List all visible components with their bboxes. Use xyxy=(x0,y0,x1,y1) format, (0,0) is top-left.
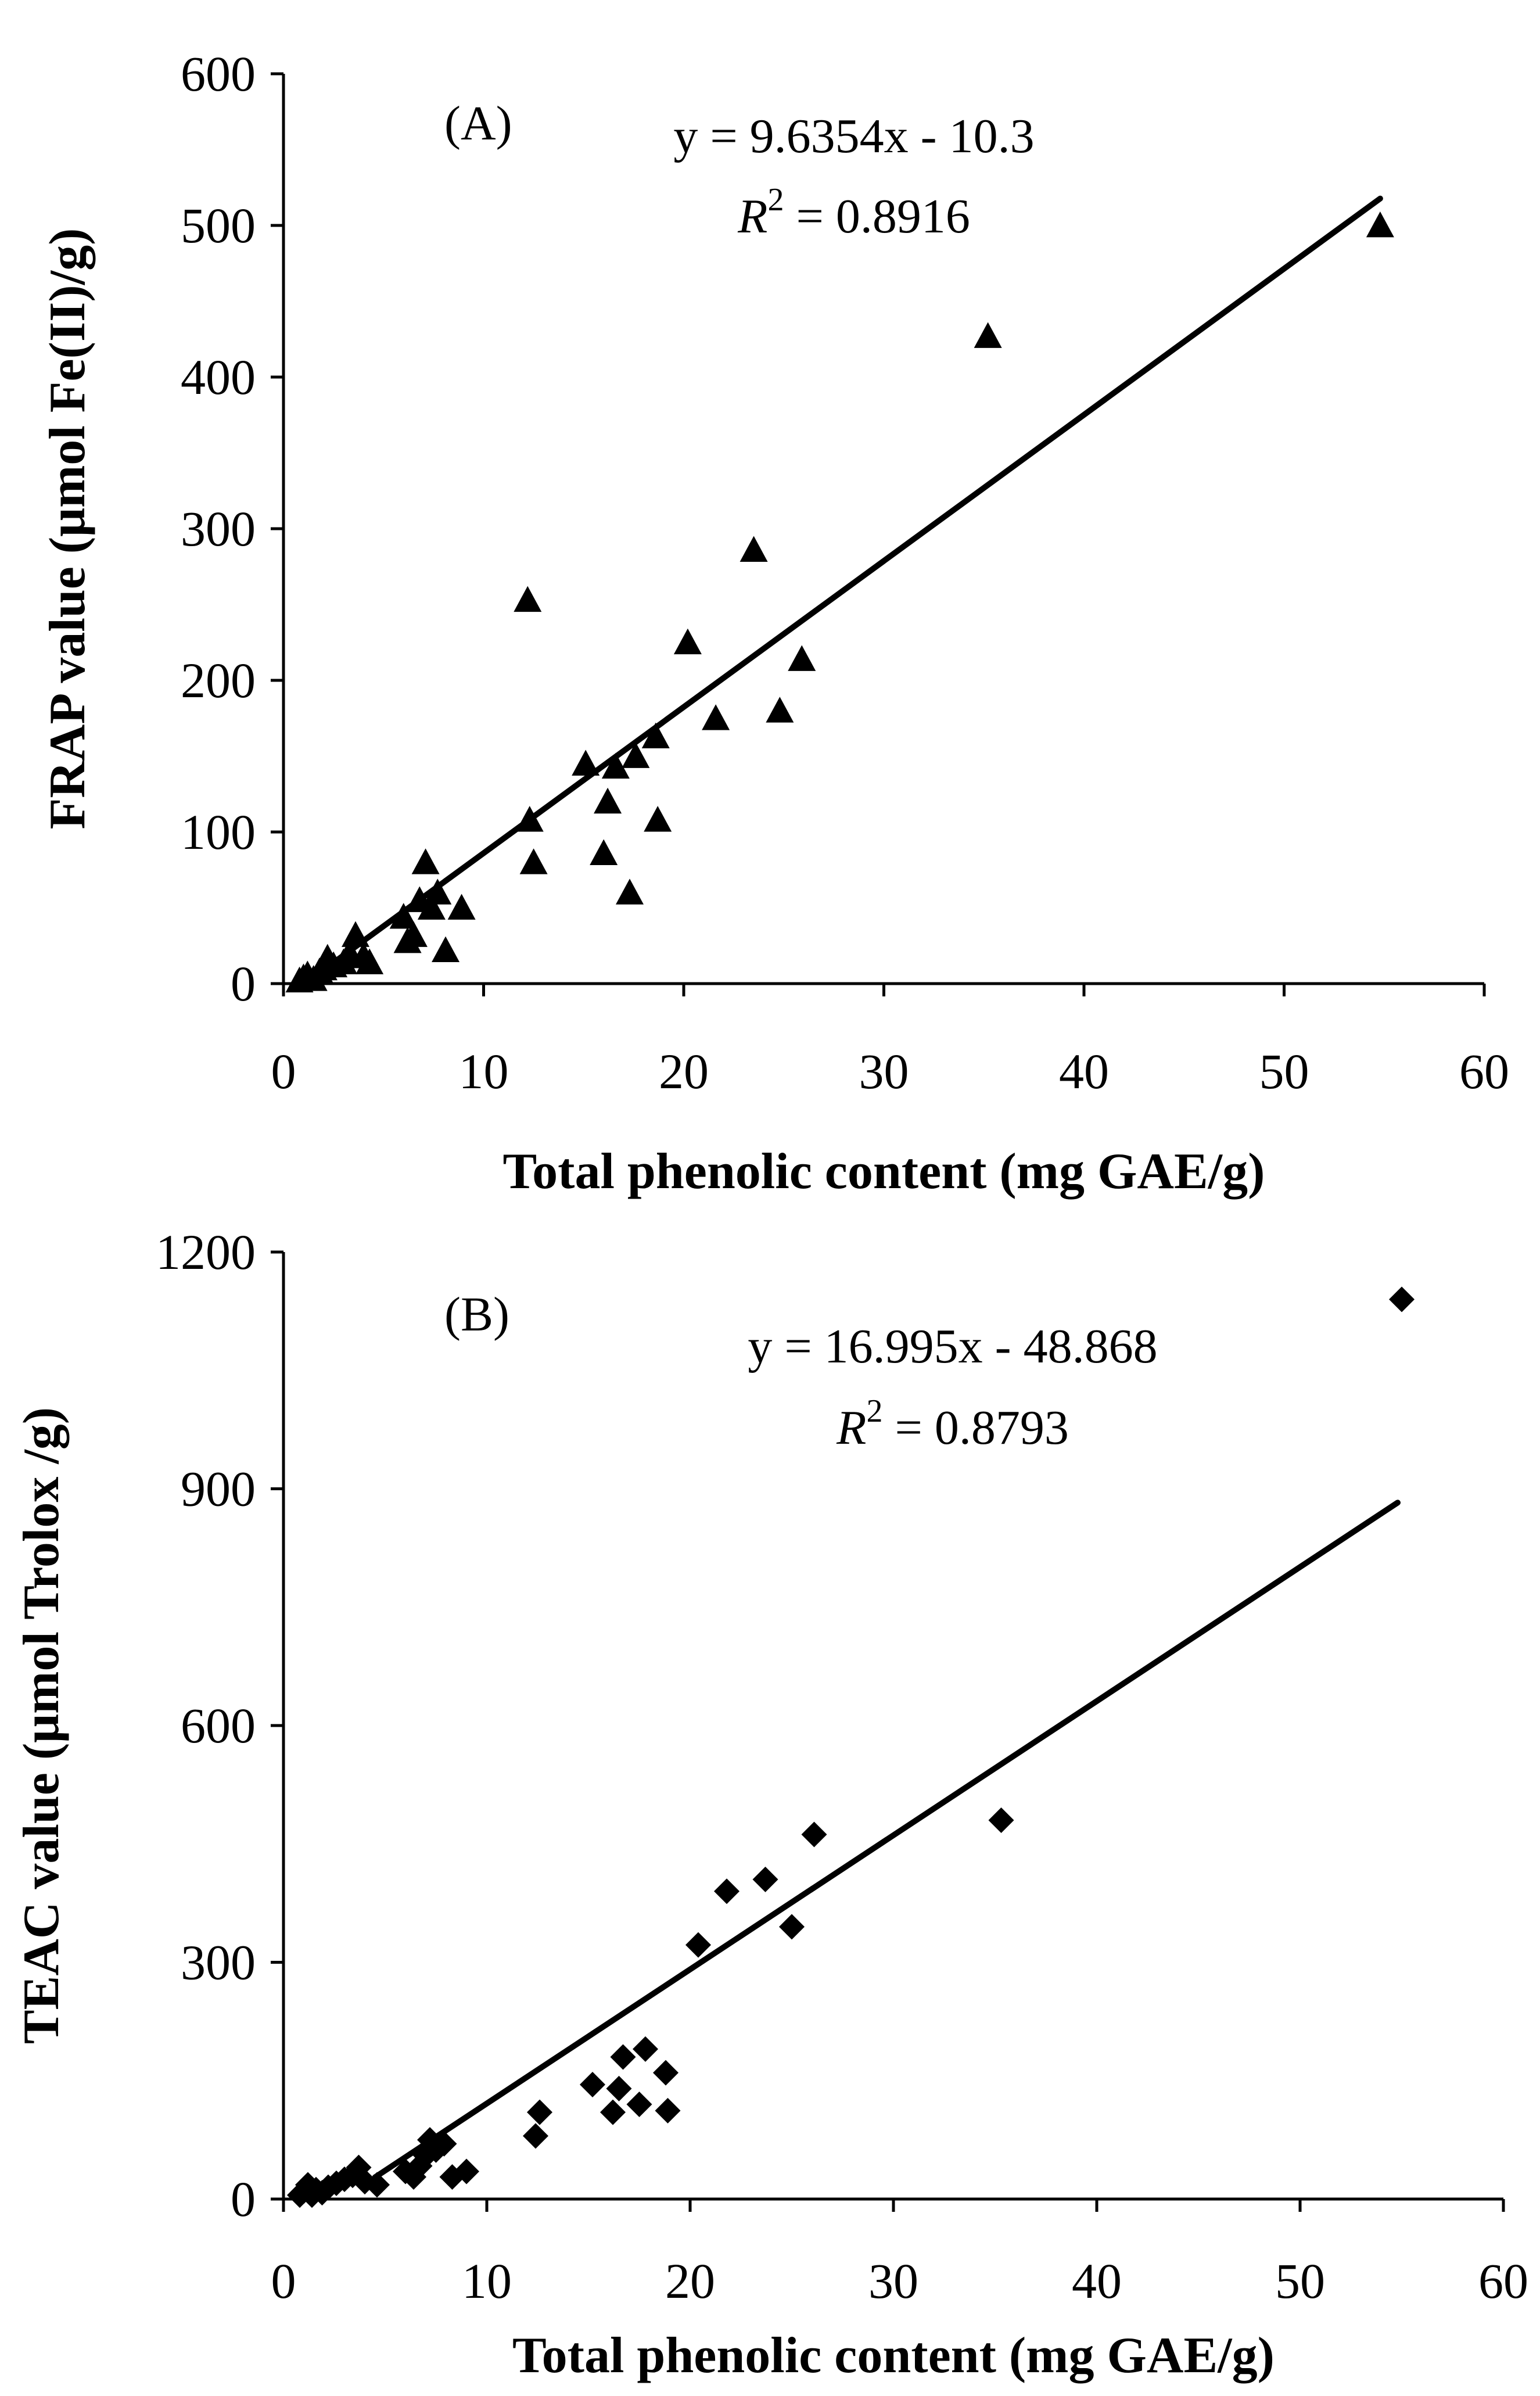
y-tick-label: 300 xyxy=(181,1935,256,1990)
y-tick-label: 400 xyxy=(181,349,256,405)
data-point-triangle xyxy=(417,894,446,920)
data-point-diamond xyxy=(779,1914,805,1940)
data-point-diamond xyxy=(653,2060,679,2086)
data-point-diamond xyxy=(752,1866,778,1892)
x-tick-label: 40 xyxy=(1072,2253,1122,2309)
data-point-diamond xyxy=(714,1878,740,1904)
data-point-diamond xyxy=(1389,1286,1415,1312)
r-squared-symbol: R xyxy=(836,1401,866,1455)
y-tick-label: 1200 xyxy=(156,1224,256,1280)
data-point-triangle xyxy=(641,722,670,748)
regression-line xyxy=(302,195,1383,987)
y-tick-label: 300 xyxy=(181,501,256,557)
y-tick-label: 0 xyxy=(231,2171,256,2227)
y-tick-label: 100 xyxy=(181,804,256,860)
y-tick-label: 900 xyxy=(181,1461,256,1517)
panel-label: (B) xyxy=(444,1287,509,1342)
x-tick-label: 40 xyxy=(1059,1043,1109,1099)
x-tick-label: 30 xyxy=(868,2253,918,2309)
data-point-triangle xyxy=(432,936,460,962)
regression-equation: y = 9.6354x - 10.3 xyxy=(673,109,1034,163)
x-tick-label: 60 xyxy=(1478,2253,1528,2309)
data-point-triangle xyxy=(702,704,730,730)
data-point-triangle xyxy=(974,322,1002,348)
data-point-diamond xyxy=(801,1821,827,1848)
data-point-diamond xyxy=(454,2158,479,2185)
data-point-triangle xyxy=(411,848,440,874)
r-squared-exponent: 2 xyxy=(767,182,784,218)
data-point-diamond xyxy=(626,2092,652,2117)
r-squared-value: = 0.8793 xyxy=(882,1401,1068,1455)
r-squared-value: = 0.8916 xyxy=(784,189,970,243)
data-point-triangle xyxy=(342,921,370,947)
data-point-triangle xyxy=(519,848,548,874)
data-point-diamond xyxy=(523,2123,548,2149)
x-tick-label: 20 xyxy=(659,1043,709,1099)
chart-panel-a: 0 100 200 300 400 500 600 0 10 20 30 40 50 60 Total ph… xyxy=(40,46,1509,1200)
y-axis-title: FRAP value (μmol Fe(II)/g) xyxy=(40,228,96,830)
data-point-triangle xyxy=(615,878,644,905)
data-point-diamond xyxy=(610,2044,636,2070)
data-point-triangle xyxy=(673,628,702,655)
data-point-triangle xyxy=(356,948,384,974)
data-point-diamond xyxy=(655,2097,681,2124)
x-tick-label: 20 xyxy=(665,2253,715,2309)
r-squared-annotation: R2 = 0.8793 xyxy=(836,1393,1069,1455)
data-point-diamond xyxy=(527,2099,552,2125)
x-tick-label: 0 xyxy=(271,1043,296,1099)
data-point-triangle xyxy=(389,903,418,929)
r-squared-symbol: R xyxy=(737,189,767,243)
data-point-triangle xyxy=(515,806,544,832)
y-tick-label: 0 xyxy=(231,956,256,1012)
data-point-triangle xyxy=(423,878,452,905)
x-axis-title: Total phenolic content (mg GAE/g) xyxy=(512,2327,1275,2384)
data-point-triangle xyxy=(514,586,542,612)
x-tick-label: 50 xyxy=(1275,2253,1325,2309)
data-point-diamond xyxy=(988,1807,1014,1833)
x-tick-label: 60 xyxy=(1459,1043,1509,1099)
x-tick-label: 10 xyxy=(459,1043,509,1099)
data-point-triangle xyxy=(601,752,630,779)
data-point-triangle xyxy=(399,921,428,947)
data-point-triangle xyxy=(447,894,476,920)
regression-equation: y = 16.995x - 48.868 xyxy=(748,1319,1157,1373)
y-tick-label: 500 xyxy=(181,198,256,253)
data-point-diamond xyxy=(685,1932,711,1958)
y-tick-label: 600 xyxy=(181,46,256,102)
data-point-triangle xyxy=(590,839,618,865)
data-point-triangle xyxy=(740,536,768,562)
chart-panel-b: 0 300 600 900 1200 0 10 20 30 40 50 60 Total phenoli… xyxy=(13,1224,1528,2384)
x-axis-title: Total phenolic content (mg GAE/g) xyxy=(503,1143,1265,1200)
data-point-diamond xyxy=(364,2172,390,2198)
data-point-triangle xyxy=(572,749,600,776)
panel-label: (A) xyxy=(444,96,512,150)
x-tick-label: 50 xyxy=(1259,1043,1309,1099)
x-tick-label: 0 xyxy=(271,2253,296,2309)
data-point-diamond xyxy=(580,2072,605,2098)
data-point-triangle xyxy=(622,742,650,768)
data-point-diamond xyxy=(431,2130,457,2157)
data-point-triangle xyxy=(644,806,672,832)
y-axis-title: TEAC value (μmol Trolox /g) xyxy=(13,1407,70,2044)
data-point-triangle xyxy=(594,787,622,814)
data-point-triangle xyxy=(1366,211,1394,238)
x-tick-label: 10 xyxy=(462,2253,512,2309)
x-tick-label: 30 xyxy=(859,1043,909,1099)
r-squared-annotation: R2 = 0.8916 xyxy=(737,182,970,243)
y-tick-label: 200 xyxy=(181,652,256,708)
data-point-triangle xyxy=(788,645,816,671)
data-point-triangle xyxy=(766,697,794,723)
regression-line xyxy=(372,1500,1401,2180)
data-point-diamond xyxy=(606,2075,632,2101)
data-point-diamond xyxy=(600,2099,626,2125)
y-tick-label: 600 xyxy=(181,1698,256,1753)
data-point-diamond xyxy=(633,2036,658,2062)
r-squared-exponent: 2 xyxy=(866,1393,882,1429)
